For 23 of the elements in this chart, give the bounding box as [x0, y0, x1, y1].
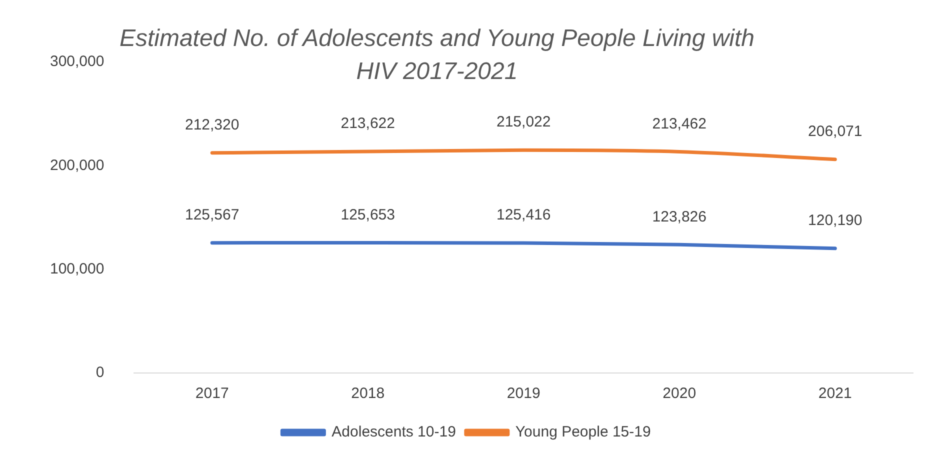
- y-tick-label: 100,000: [50, 260, 104, 278]
- x-tick-label: 2018: [351, 385, 385, 402]
- chart-title: Estimated No. of Adolescents and Young People Living with HIV 2017-2021: [119, 25, 755, 85]
- data-label: 213,622: [340, 115, 395, 132]
- data-label: 125,567: [184, 206, 240, 224]
- legend-label: Adolescents 10-19: [332, 424, 456, 441]
- data-label: 215,022: [496, 114, 551, 131]
- data-label: 125,416: [496, 206, 551, 224]
- x-tick-label: 2020: [662, 385, 696, 402]
- y-tick-label: 0: [96, 364, 104, 382]
- x-tick-label: 2017: [195, 385, 229, 402]
- y-tick-label: 300,000: [50, 53, 104, 70]
- y-tick-label: 200,000: [50, 156, 104, 174]
- data-label: 206,071: [808, 123, 862, 140]
- data-label: 125,653: [340, 206, 395, 224]
- data-label: 120,190: [808, 212, 862, 230]
- x-tick-label: 2019: [506, 385, 540, 402]
- line-series: [210, 148, 837, 162]
- data-label: 123,826: [652, 208, 706, 226]
- data-label: 213,462: [652, 115, 706, 132]
- data-label: 212,320: [184, 116, 240, 134]
- legend-label: Young People 15-19: [515, 424, 651, 441]
- x-tick-label: 2021: [818, 385, 852, 402]
